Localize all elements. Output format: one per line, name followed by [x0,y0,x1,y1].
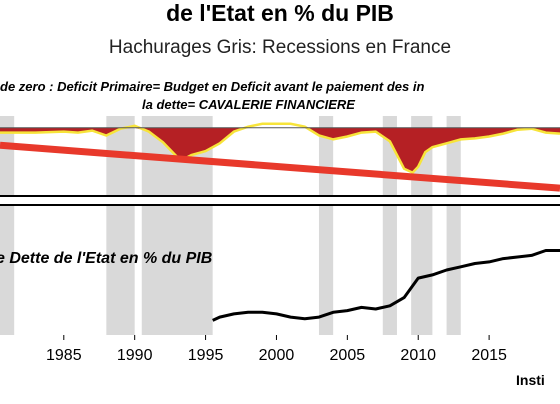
x-tick-label-2005: 2005 [330,347,366,364]
bottom-panel: e Dette de l'Etat en % du PIB [0,204,560,335]
x-tick-label-1990: 1990 [117,347,153,364]
recession-band-bottom-2 [141,205,213,335]
annotation-line-2: la dette= CAVALERIE FINANCIERE [142,97,355,112]
top-panel [0,116,560,197]
chart-title: de l'Etat en % du PIB [166,0,394,26]
x-tick-label-1995: 1995 [188,347,224,364]
chart-annotation: de zero : Deficit Primaire= Budget en De… [0,78,560,114]
x-tick-label-1985: 1985 [46,347,82,364]
recession-band-bottom-6 [446,205,461,335]
debt-panel-label: e Dette de l'Etat en % du PIB [0,250,212,267]
recession-band-bottom-5 [411,205,433,335]
recession-band-top-0 [0,116,15,196]
x-tick-label-2010: 2010 [400,347,436,364]
chart-subtitle: Hachurages Gris: Recessions en France [108,37,452,58]
recession-band-bottom-1 [106,205,135,335]
recession-band-bottom-3 [318,205,334,335]
x-axis: 1985 1990 1995 2000 2005 2010 2015 [46,335,507,364]
annotation-line-1: de zero : Deficit Primaire= Budget en De… [0,79,425,94]
bottom-recession-bands [0,205,461,335]
x-tick-label-2015: 2015 [471,347,507,364]
x-tick-label-2000: 2000 [259,347,295,364]
trend-line [0,141,560,192]
recession-band-bottom-0 [0,205,15,335]
debt-line [212,249,560,322]
source-credit: Insti [516,372,545,388]
balance-line [0,122,560,175]
recession-band-bottom-4 [382,205,397,335]
